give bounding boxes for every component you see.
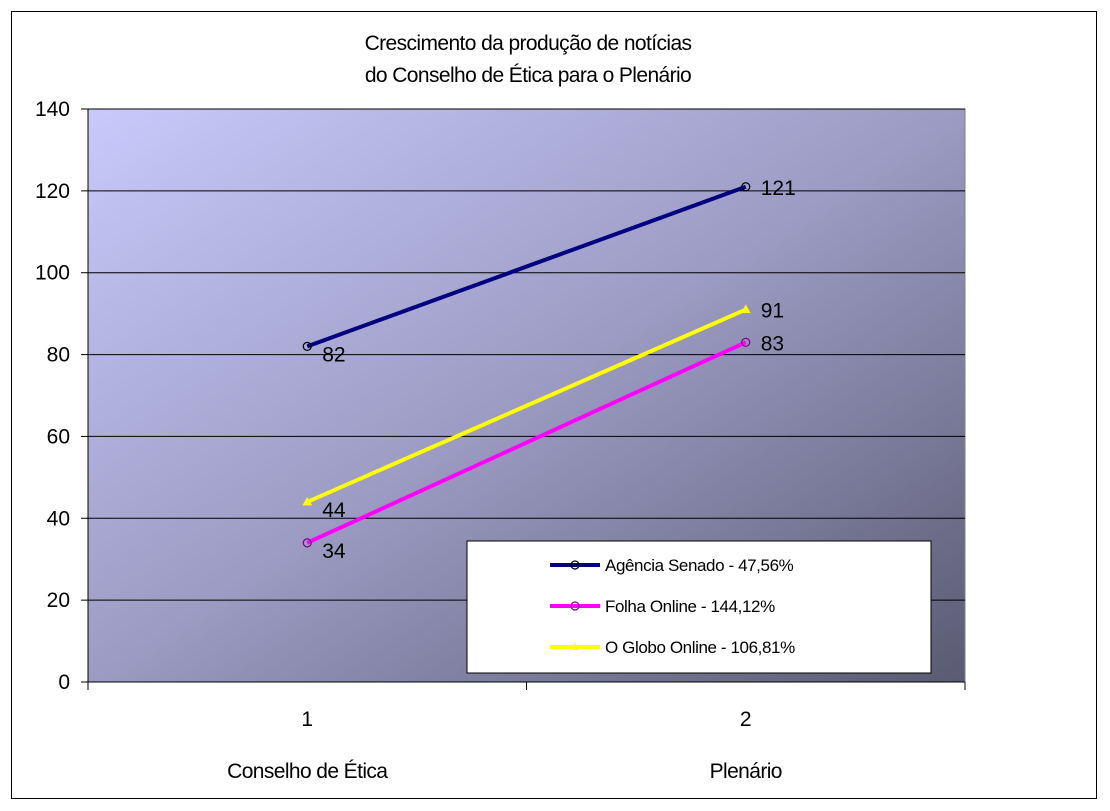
y-tick-label: 60 (47, 425, 70, 448)
data-label: 44 (322, 499, 346, 522)
y-tick-label: 140 (35, 98, 70, 121)
series-line (306, 184, 747, 349)
data-label: 91 (761, 300, 784, 323)
x-category-name: Conselho de Ética (227, 760, 388, 783)
y-tick-label: 40 (47, 507, 70, 530)
legend-label: O Globo Online - 106,81% (605, 638, 795, 657)
series-line (306, 307, 747, 504)
series-group (302, 182, 751, 548)
data-point (302, 496, 313, 506)
y-tick-label: 100 (35, 262, 70, 285)
legend-entries: Agência Senado - 47,56% Folha Online - 14… (550, 556, 795, 657)
y-axis-ticks: 0 20 40 60 80 100 120 140 (35, 98, 88, 694)
data-label: 82 (322, 343, 345, 366)
legend-label: Agência Senado - 47,56% (605, 556, 794, 575)
y-tick-label: 80 (47, 344, 70, 367)
y-tick-label: 0 (58, 671, 70, 694)
data-label: 34 (322, 540, 346, 563)
data-label: 83 (761, 332, 784, 355)
data-point (741, 182, 751, 192)
data-point (740, 304, 751, 314)
series-line (306, 340, 747, 545)
data-label: 121 (761, 177, 796, 200)
chart-title-line-1: Crescimento da produção de notícias (365, 32, 692, 55)
data-point (302, 538, 312, 548)
legend-marker (570, 601, 580, 611)
x-category-name: Plenário (710, 760, 782, 783)
data-labels: 82 121 34 83 44 91 (322, 177, 796, 563)
legend (466, 540, 932, 674)
y-tick-label: 120 (35, 180, 70, 203)
y-tick-label: 20 (47, 589, 70, 612)
gridlines (88, 108, 965, 601)
legend-label: Folha Online - 144,12% (605, 597, 775, 616)
legend-marker (570, 560, 580, 570)
x-axis-ticks: 1 Conselho de Ética 2 Plenário (87, 682, 966, 783)
chart-title-line-2: do Conselho de Ética para o Plenário (365, 64, 691, 87)
x-tick-label: 2 (740, 708, 752, 731)
data-point (741, 337, 751, 347)
legend-marker (571, 643, 579, 650)
data-point (302, 341, 312, 351)
x-tick-label: 1 (301, 708, 313, 731)
